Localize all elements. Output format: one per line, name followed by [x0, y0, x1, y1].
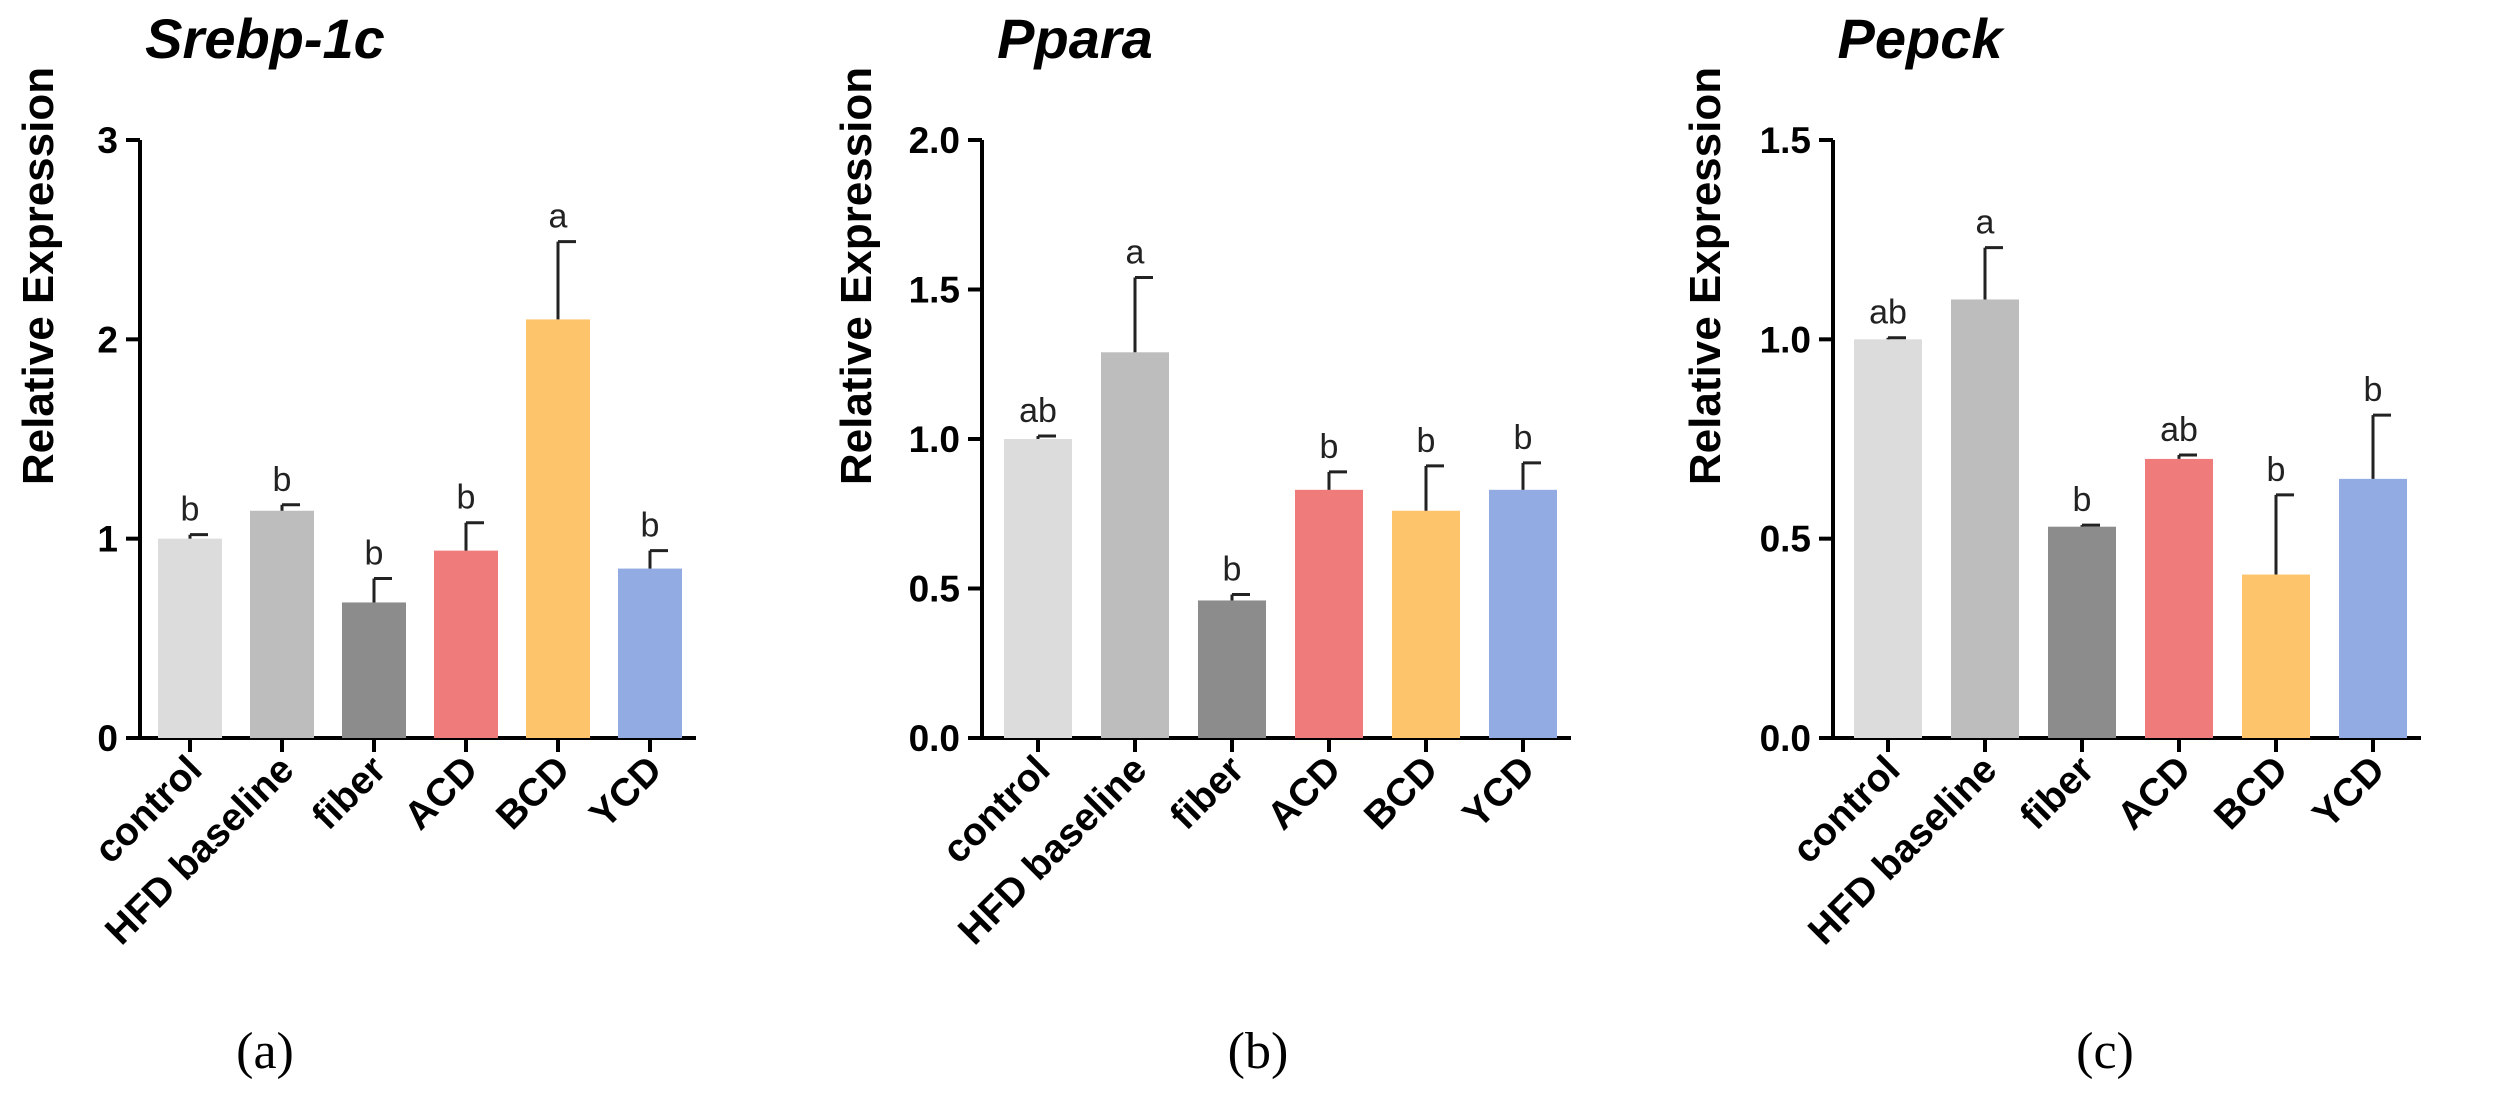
x-tick-label: ACD: [396, 748, 486, 838]
x-tick-label: ACD: [2109, 748, 2199, 838]
significance-label: b: [2073, 481, 2092, 519]
y-tick-label: 1.5: [1760, 120, 1811, 161]
significance-label: b: [181, 491, 200, 529]
bar-control: [1004, 439, 1072, 738]
bar-ycd: [1489, 489, 1557, 738]
significance-label: a: [549, 198, 568, 236]
y-tick-label: 2.0: [909, 120, 960, 161]
x-tick-label: BCD: [488, 748, 578, 838]
significance-label: a: [1976, 204, 1995, 242]
bar-control: [158, 538, 222, 738]
x-tick-label: YCD: [2305, 748, 2394, 837]
bar-fiber: [1198, 600, 1266, 738]
panel-label-c: (c): [2076, 1023, 2134, 1080]
bar-bcd: [2242, 574, 2310, 738]
significance-label: b: [1223, 550, 1242, 588]
y-tick-label: 0.0: [909, 718, 960, 759]
bar-control: [1854, 339, 1922, 738]
significance-label: ab: [1019, 392, 1057, 430]
y-tick-label: 0.0: [1760, 718, 1811, 759]
significance-label: b: [457, 479, 476, 517]
bar-hfd-baseline: [1951, 299, 2019, 738]
significance-label: b: [365, 535, 384, 573]
panel-label-b: (b): [1228, 1023, 1289, 1080]
y-tick-label: 3: [97, 120, 118, 161]
x-tick-label: fiber: [2012, 748, 2102, 838]
bar-acd: [434, 550, 498, 738]
significance-label: b: [1417, 422, 1436, 460]
bar-fiber: [2048, 526, 2116, 738]
significance-label: b: [273, 461, 292, 499]
significance-label: b: [641, 507, 660, 545]
significance-label: b: [1320, 428, 1339, 466]
y-tick-label: 1.0: [1760, 319, 1811, 360]
y-tick-label: 0.5: [1760, 519, 1811, 560]
y-tick-label: 1.5: [909, 270, 960, 311]
bar-acd: [1295, 489, 1363, 738]
panel-c: Pepck Relative Expression (c) 0.0 0.5 1.0 1…: [1681, 7, 2421, 1080]
y-axis-label-b: Relative Expression: [832, 67, 881, 485]
chart-title-c: Pepck: [1838, 7, 2006, 70]
y-axis-label-a: Relative Expression: [14, 67, 63, 485]
panel-b: Ppara Relative Expression (b) 0.0 0.5 1.0 1…: [832, 7, 1571, 1080]
bar-ycd: [2339, 478, 2407, 738]
y-axis-label-c: Relative Expression: [1681, 67, 1730, 485]
x-tick-label: YCD: [1455, 748, 1544, 837]
panel-a: Srebp-1c Relative Expression (a) 0123bco…: [14, 7, 696, 1080]
bar-acd: [2145, 458, 2213, 738]
bar-hfd-baseline: [250, 510, 314, 738]
significance-label: b: [1514, 419, 1533, 457]
significance-label: ab: [2160, 411, 2198, 449]
x-tick-label: YCD: [582, 748, 671, 837]
chart-title-b: Ppara: [997, 7, 1153, 70]
y-tick-label: 1: [97, 519, 118, 560]
bar-bcd: [526, 319, 590, 738]
x-tick-label: BCD: [1356, 748, 1446, 838]
x-tick-label: BCD: [2206, 748, 2296, 838]
x-tick-label: fiber: [304, 748, 394, 838]
x-tick-label: ACD: [1259, 748, 1349, 838]
y-tick-label: 2: [97, 319, 118, 360]
y-tick-label: 0: [97, 718, 118, 759]
x-tick-label: fiber: [1162, 748, 1252, 838]
bar-ycd: [618, 568, 682, 738]
significance-label: b: [2364, 371, 2383, 409]
y-tick-label: 1.0: [909, 419, 960, 460]
bar-hfd-baseline: [1101, 352, 1169, 738]
bar-fiber: [342, 602, 406, 738]
significance-label: a: [1126, 234, 1145, 272]
chart-title-a: Srebp-1c: [145, 7, 385, 70]
panel-label-a: (a): [236, 1023, 294, 1080]
significance-label: ab: [1869, 294, 1907, 332]
bar-bcd: [1392, 510, 1460, 738]
y-tick-label: 0.5: [909, 569, 960, 610]
significance-label: b: [2267, 451, 2286, 489]
